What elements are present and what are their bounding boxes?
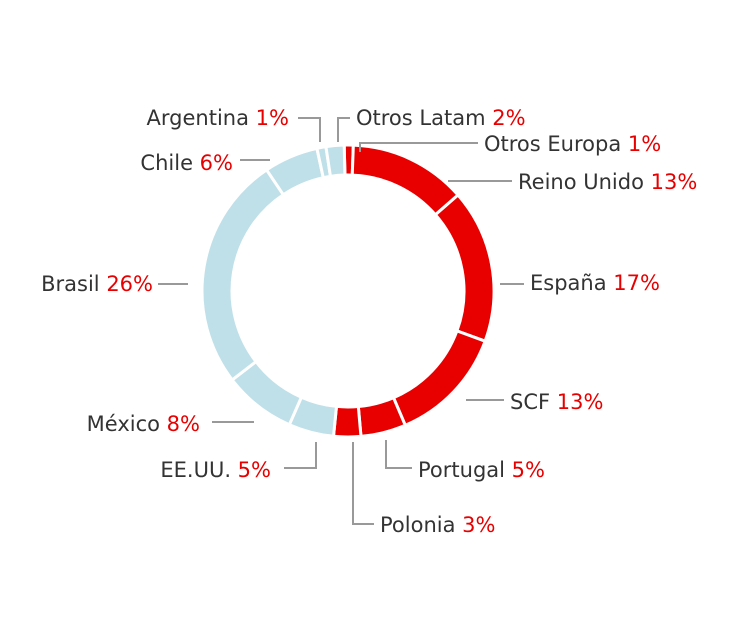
label-otros-latam: Otros Latam 2% xyxy=(356,106,526,130)
label-name-brasil: Brasil xyxy=(41,272,106,296)
slice-espana xyxy=(433,192,496,344)
label-scf: SCF 13% xyxy=(510,390,603,414)
label-value-scf: 13% xyxy=(557,390,604,414)
slice-scf xyxy=(391,328,488,428)
leader-line-otros-europa xyxy=(359,142,478,152)
label-value-otros-europa: 1% xyxy=(628,132,661,156)
label-value-otros-latam: 2% xyxy=(492,106,525,130)
slice-otros-latam xyxy=(324,143,347,179)
label-name-scf: SCF xyxy=(510,390,557,414)
label-reino-unido: Reino Unido 13% xyxy=(518,170,697,194)
slice-brasil xyxy=(200,167,286,382)
label-otros-europa: Otros Europa 1% xyxy=(484,132,661,156)
label-value-argentina: 1% xyxy=(256,106,289,130)
leader-line-polonia xyxy=(352,442,374,525)
slice-reino-unido xyxy=(350,143,461,217)
leader-line-portugal xyxy=(385,440,412,469)
slice-polonia xyxy=(331,404,363,439)
label-value-espana: 17% xyxy=(613,271,660,295)
label-brasil: Brasil 26% xyxy=(41,272,153,296)
label-mexico: México 8% xyxy=(87,412,200,436)
label-value-chile: 6% xyxy=(200,151,233,175)
label-argentina: Argentina 1% xyxy=(147,106,289,130)
label-ee-uu: EE.UU. 5% xyxy=(160,458,271,482)
label-name-otros-europa: Otros Europa xyxy=(484,132,628,156)
label-value-reino-unido: 13% xyxy=(651,170,698,194)
leader-line-argentina xyxy=(298,117,321,142)
label-name-polonia: Polonia xyxy=(380,513,462,537)
label-chile: Chile 6% xyxy=(140,151,233,175)
label-polonia: Polonia 3% xyxy=(380,513,495,537)
label-value-ee-uu: 5% xyxy=(238,458,271,482)
leader-line-otros-latam xyxy=(337,117,350,142)
label-name-portugal: Portugal xyxy=(418,458,512,482)
label-value-portugal: 5% xyxy=(512,458,545,482)
leader-line-ee-uu xyxy=(284,442,317,469)
label-name-chile: Chile xyxy=(140,151,199,175)
leader-lines xyxy=(158,117,524,525)
label-value-mexico: 8% xyxy=(167,412,200,436)
label-name-otros-latam: Otros Latam xyxy=(356,106,492,130)
label-portugal: Portugal 5% xyxy=(418,458,545,482)
label-value-polonia: 3% xyxy=(462,513,495,537)
label-name-reino-unido: Reino Unido xyxy=(518,170,651,194)
label-value-brasil: 26% xyxy=(106,272,153,296)
label-espana: España 17% xyxy=(530,271,660,295)
label-name-argentina: Argentina xyxy=(147,106,256,130)
slice-labels: Otros Europa 1% Reino Unido 13% España 17%… xyxy=(41,106,697,537)
label-name-espana: España xyxy=(530,271,613,295)
donut-slices xyxy=(200,143,496,439)
label-name-mexico: México xyxy=(87,412,167,436)
label-name-ee-uu: EE.UU. xyxy=(160,458,237,482)
